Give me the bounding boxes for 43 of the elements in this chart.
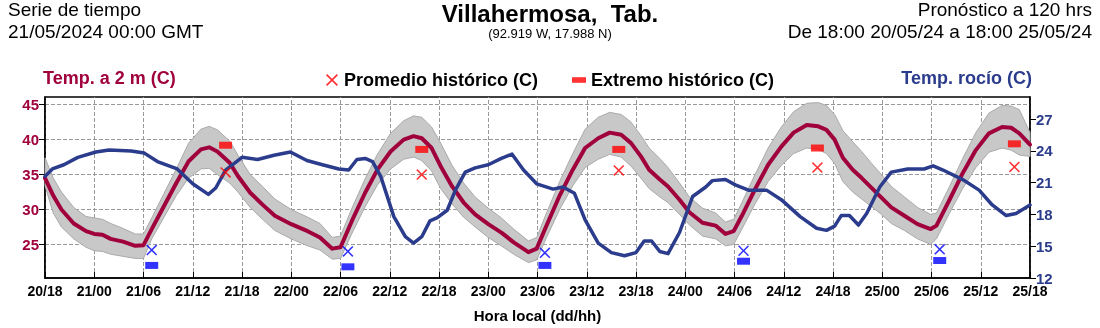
x-tick-label: 22/06 xyxy=(322,283,359,299)
y2-tick-label: 18 xyxy=(1036,205,1053,223)
line-series xyxy=(43,148,1032,258)
y-tick-label: 30 xyxy=(22,201,39,219)
x-tick-label: 24/12 xyxy=(766,283,802,299)
y-tick-label: 25 xyxy=(22,235,39,253)
x-tick-label: 23/18 xyxy=(618,283,654,299)
x-tick-label: 24/06 xyxy=(716,283,753,299)
y2-tick-label: 21 xyxy=(1036,174,1053,192)
y2-tick-label: 27 xyxy=(1036,110,1053,128)
chart-subtitle: (92.919 W, 17.988 N) xyxy=(488,26,612,41)
x-tick-label: 23/00 xyxy=(470,283,506,299)
x-tick-label: 21/06 xyxy=(125,283,162,299)
x-tick-label: 25/12 xyxy=(963,283,999,299)
x-tick-label: 23/12 xyxy=(569,283,605,299)
x-tick-label: 22/12 xyxy=(372,283,408,299)
x-tick-label: 21/18 xyxy=(224,283,260,299)
line-series xyxy=(43,122,1032,255)
y2-axis-title: Temp. rocío (C) xyxy=(901,68,1032,88)
y-tick-label: 40 xyxy=(22,131,39,149)
x-tick-label: 23/06 xyxy=(519,283,556,299)
y-tick-label: 35 xyxy=(22,166,39,184)
x-tick-label: 25/06 xyxy=(913,283,950,299)
x-tick-label: 22/00 xyxy=(273,283,309,299)
text: De 18:00 20/05/24 a 18:00 25/05/24 xyxy=(787,21,1093,42)
x-axis-title: Hora local (dd/hh) xyxy=(473,307,602,324)
y2-tick-label: 15 xyxy=(1036,237,1053,255)
text: 21/05/2024 00:00 GMT xyxy=(8,21,204,42)
y-tick-label: 45 xyxy=(22,96,39,114)
x-tick-label: 20/18 xyxy=(27,283,63,299)
chart-title: Villahermosa, Tab. xyxy=(441,0,659,27)
legend-label: Extremo histórico (C) xyxy=(590,70,775,90)
text: Pronóstico a 120 hrs xyxy=(917,0,1092,20)
y-axis-title: Temp. a 2 m (C) xyxy=(43,68,176,88)
x-tick-label: 21/12 xyxy=(175,283,211,299)
x-tick-label: 24/00 xyxy=(667,283,703,299)
x-tick-label: 25/00 xyxy=(864,283,900,299)
x-tick-label: 21/00 xyxy=(76,283,112,299)
y2-tick-label: 24 xyxy=(1036,142,1054,160)
x-tick-label: 22/18 xyxy=(421,283,457,299)
x-tick-label: 24/18 xyxy=(815,283,851,299)
text: Serie de tiempo xyxy=(8,0,142,20)
legend-label: Promedio histórico (C) xyxy=(343,70,538,90)
